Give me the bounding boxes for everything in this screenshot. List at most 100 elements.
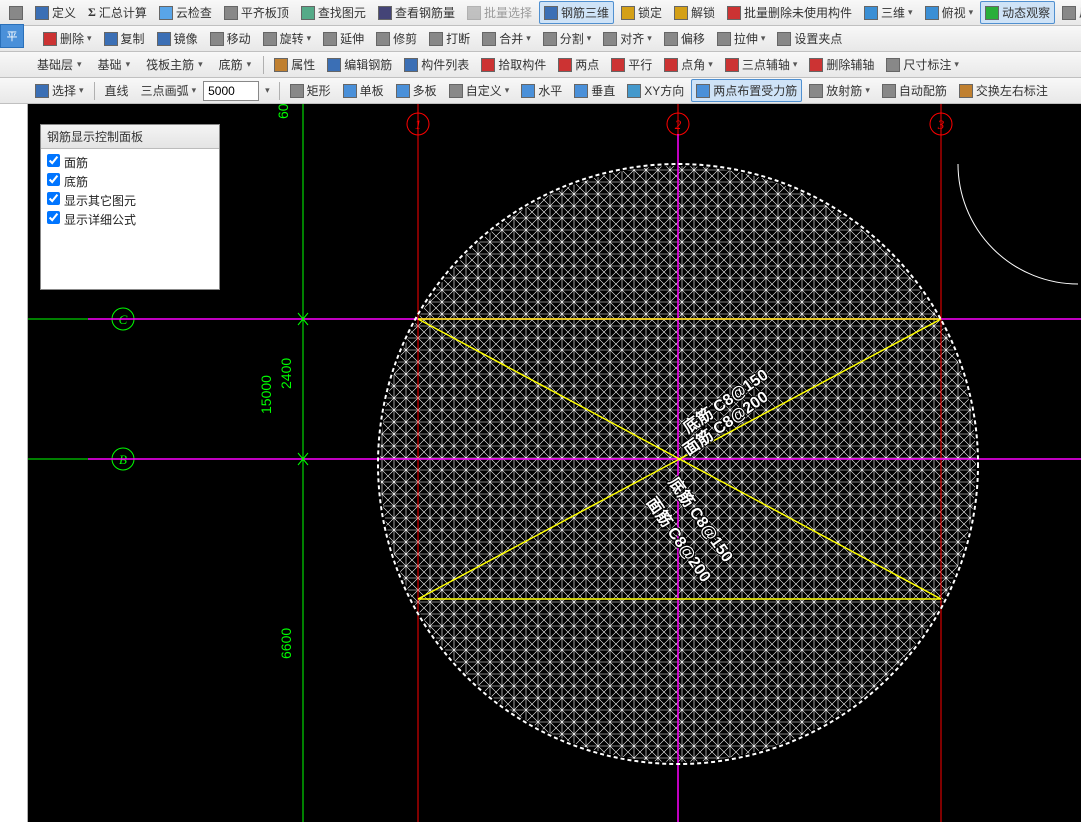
chevron-down-icon: ▾ bbox=[865, 85, 870, 96]
button-label: 批量选择 bbox=[484, 4, 532, 21]
display-toggle[interactable]: 显示其它图元 bbox=[47, 191, 213, 210]
toolbar-button[interactable]: 自定义 ▾ bbox=[444, 79, 515, 102]
toolbar-button[interactable]: 局 bbox=[1057, 1, 1081, 24]
button-label: 偏移 bbox=[681, 30, 705, 47]
toolbar-button[interactable]: 偏移 bbox=[659, 27, 710, 50]
toolbar-button[interactable]: 构件列表 bbox=[399, 53, 474, 76]
tool-icon bbox=[882, 84, 896, 98]
toolbar-button[interactable]: 尺寸标注 ▾ bbox=[881, 53, 964, 76]
toolbar-button[interactable]: 云检查 bbox=[154, 1, 217, 24]
arc-tool[interactable]: 三点画弧 ▾ bbox=[136, 79, 202, 102]
chevron-down-icon: ▾ bbox=[908, 7, 913, 18]
toolbar-button[interactable]: 合并 ▾ bbox=[477, 27, 536, 50]
display-toggle[interactable]: 显示详细公式 bbox=[47, 210, 213, 229]
tool-icon bbox=[777, 32, 791, 46]
chevron-down-icon: ▾ bbox=[126, 59, 131, 70]
toolbar-button[interactable]: 打断 bbox=[424, 27, 475, 50]
toolbar-button[interactable]: 交换左右标注 bbox=[954, 79, 1053, 102]
display-toggle[interactable]: 面筋 bbox=[47, 153, 213, 172]
toolbar-button[interactable]: 矩形 bbox=[285, 79, 336, 102]
toolbar-button[interactable]: 多板 bbox=[391, 79, 442, 102]
toolbar-button[interactable]: 锁定 bbox=[616, 1, 667, 24]
toolbar-button[interactable]: 自动配筋 bbox=[877, 79, 952, 102]
button-label: 定义 bbox=[52, 4, 76, 21]
toolbar-button[interactable]: 旋转 ▾ bbox=[258, 27, 317, 50]
toolbar-button[interactable]: 两点布置受力筋 bbox=[691, 79, 802, 102]
toolbar-button[interactable]: 镜像 bbox=[152, 27, 203, 50]
toolbar-button[interactable]: 属性 bbox=[269, 53, 320, 76]
toolbar-button[interactable]: 删除辅轴 bbox=[804, 53, 879, 76]
svg-text:1: 1 bbox=[415, 117, 422, 132]
toolbar-button[interactable]: 拉伸 ▾ bbox=[712, 27, 771, 50]
line-tool[interactable]: 直线 bbox=[100, 79, 134, 102]
toolbar-button[interactable]: 定义 bbox=[30, 1, 81, 24]
toolbar-button[interactable] bbox=[4, 3, 28, 23]
toolbar-button[interactable]: 水平 bbox=[516, 79, 567, 102]
tool-icon bbox=[343, 84, 357, 98]
chevron-down-icon: ▾ bbox=[954, 59, 959, 70]
rebar-display-panel[interactable]: 钢筋显示控制面板 面筋底筋显示其它图元显示详细公式 bbox=[40, 124, 220, 290]
toolbar-button[interactable]: 俯视 ▾ bbox=[920, 1, 979, 24]
toolbar-button[interactable]: 修剪 bbox=[371, 27, 422, 50]
button-label: 设置夹点 bbox=[794, 30, 842, 47]
toolbar-button[interactable]: 垂直 bbox=[569, 79, 620, 102]
side-tab[interactable]: 平 bbox=[0, 24, 24, 48]
button-label: 解锁 bbox=[691, 4, 715, 21]
toolbar-button[interactable]: XY方向 bbox=[622, 79, 689, 102]
button-label: 尺寸标注 bbox=[903, 56, 951, 73]
checkbox[interactable] bbox=[47, 211, 60, 224]
toolbar-button[interactable]: 复制 bbox=[99, 27, 150, 50]
layer-dropdown[interactable]: 底筋▾ bbox=[212, 54, 259, 75]
toolbar-button[interactable]: 分割 ▾ bbox=[538, 27, 597, 50]
toolbar-button[interactable]: 三点辅轴 ▾ bbox=[720, 53, 803, 76]
toolbar-button[interactable]: 删除 ▾ bbox=[38, 27, 97, 50]
toolbar-button[interactable]: 平行 bbox=[606, 53, 657, 76]
toolbar-button[interactable]: 查找图元 bbox=[296, 1, 371, 24]
toolbar-button[interactable]: 解锁 bbox=[669, 1, 720, 24]
button-label: 俯视 bbox=[942, 4, 966, 21]
button-label: 复制 bbox=[121, 30, 145, 47]
button-label: 直线 bbox=[105, 82, 129, 99]
tool-icon bbox=[611, 58, 625, 72]
toolbar-button[interactable]: 延伸 bbox=[318, 27, 369, 50]
drawing-canvas[interactable]: CB12315000600024006600底筋 C8@150面筋 C8@200… bbox=[0, 104, 1081, 822]
toolbar-button[interactable]: 放射筋 ▾ bbox=[804, 79, 875, 102]
chevron-down-icon: ▾ bbox=[307, 33, 312, 44]
toolbar-button[interactable]: 钢筋三维 bbox=[539, 1, 614, 24]
tool-icon bbox=[429, 32, 443, 46]
button-label: 单板 bbox=[360, 82, 384, 99]
checkbox[interactable] bbox=[47, 192, 60, 205]
toolbar-button[interactable]: 批量删除未使用构件 bbox=[722, 1, 857, 24]
length-input[interactable] bbox=[203, 81, 259, 101]
tool-icon bbox=[224, 6, 238, 20]
toolbar-button[interactable]: 两点 bbox=[553, 53, 604, 76]
svg-text:6000: 6000 bbox=[275, 104, 291, 119]
toolbar-button[interactable]: 动态观察 bbox=[980, 1, 1055, 24]
toolbar-button[interactable]: 三维 ▾ bbox=[859, 1, 918, 24]
toolbar-button[interactable]: 对齐 ▾ bbox=[598, 27, 657, 50]
toolbar-button[interactable]: 移动 bbox=[205, 27, 256, 50]
layer-dropdown[interactable]: 基础层▾ bbox=[30, 54, 89, 75]
button-label: 拾取构件 bbox=[498, 56, 546, 73]
select-tool[interactable]: 选择 ▾ bbox=[30, 79, 89, 102]
layer-dropdown[interactable]: 基础▾ bbox=[91, 54, 138, 75]
toolbar-button[interactable]: 单板 bbox=[338, 79, 389, 102]
layer-dropdown[interactable]: 筏板主筋▾ bbox=[139, 54, 210, 75]
toolbar-button[interactable]: 编辑钢筋 bbox=[322, 53, 397, 76]
toolbar-button[interactable]: 点角 ▾ bbox=[659, 53, 718, 76]
toolbar-button[interactable]: 批量选择 bbox=[462, 1, 537, 24]
display-toggle[interactable]: 底筋 bbox=[47, 172, 213, 191]
checkbox[interactable] bbox=[47, 173, 60, 186]
toolbar-button[interactable]: Σ汇总计算 bbox=[83, 1, 152, 24]
toolbar-button[interactable]: 平齐板顶 bbox=[219, 1, 294, 24]
tool-icon bbox=[263, 32, 277, 46]
button-label: 平行 bbox=[628, 56, 652, 73]
button-label: 锁定 bbox=[638, 4, 662, 21]
checkbox[interactable] bbox=[47, 154, 60, 167]
chevron-down-icon: ▾ bbox=[793, 59, 798, 70]
button-label: 动态观察 bbox=[1002, 4, 1050, 21]
toolbar-button[interactable]: 设置夹点 bbox=[772, 27, 847, 50]
toolbar-button[interactable]: 拾取构件 bbox=[476, 53, 551, 76]
button-label: 自定义 bbox=[466, 82, 502, 99]
toolbar-button[interactable]: 查看钢筋量 bbox=[373, 1, 460, 24]
